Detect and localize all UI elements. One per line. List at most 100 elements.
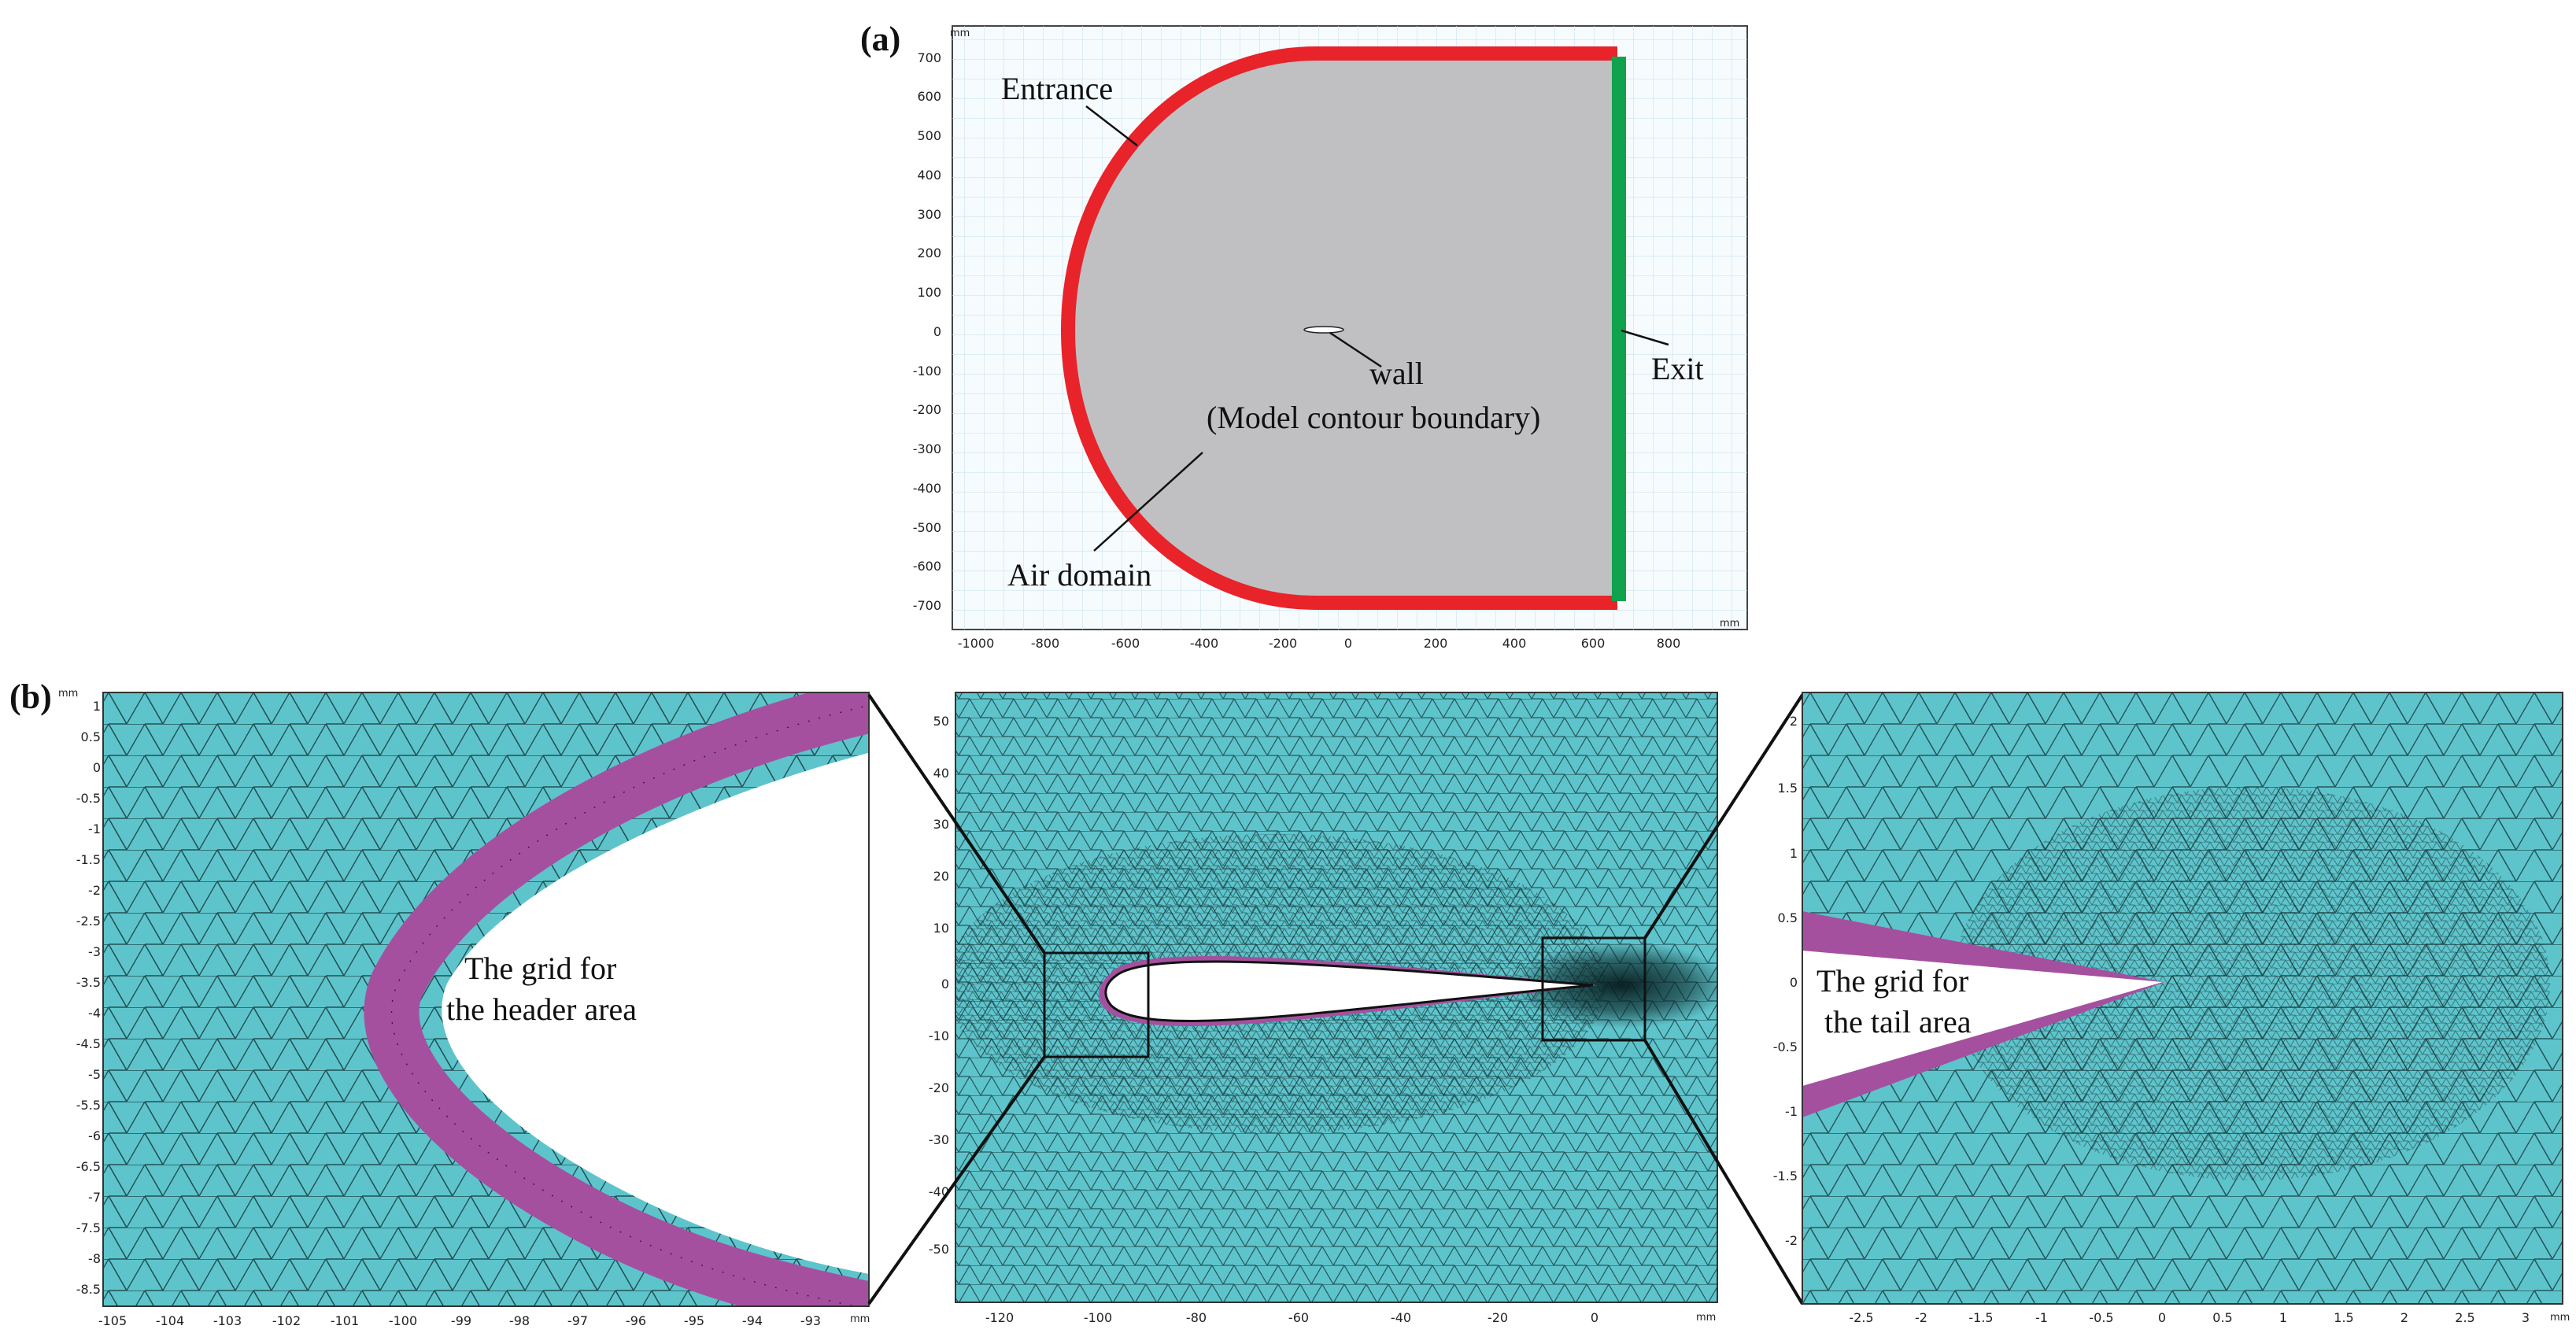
left-caption-line2: the header area: [446, 991, 637, 1027]
left-x-neg101: -101: [331, 1313, 359, 1328]
left-y-neg7: -7: [88, 1190, 101, 1205]
entrance-label: Entrance: [1001, 71, 1113, 106]
left-y-neg5.5: -5.5: [76, 1098, 101, 1113]
left-y-0.5: 0.5: [81, 729, 101, 744]
middle-y-axis: 50 40 30 20 10 0 -10 -20 -30 -40 -50: [929, 714, 949, 1257]
connector-header-top: [867, 693, 1046, 955]
left-y-axis: 1 0.5 0 -0.5 -1 -1.5 -2 -2.5 -3 -3.5 -4 …: [76, 699, 101, 1297]
left-y-neg6: -6: [88, 1128, 101, 1143]
mid-y-neg50: -50: [929, 1242, 949, 1257]
connector-header-bottom: [867, 1055, 1046, 1305]
right-y-2: 2: [1790, 714, 1798, 729]
left-airfoil-interior: [442, 752, 869, 1274]
left-y-neg0.5: -0.5: [76, 791, 101, 806]
left-y-neg2: -2: [88, 883, 101, 898]
x-tick-neg200: -200: [1269, 636, 1297, 651]
mid-x-neg40: -40: [1391, 1310, 1411, 1325]
mid-y-30: 30: [933, 817, 949, 832]
middle-airfoil: [1104, 960, 1594, 1022]
left-y-neg6.5: -6.5: [76, 1159, 101, 1174]
x-tick-neg800: -800: [1031, 636, 1059, 651]
air-domain-label: Air domain: [1007, 557, 1151, 593]
left-y-neg4.5: -4.5: [76, 1036, 101, 1051]
panel-a: (a) mm mm 700 600 500 400 300 200 100 0 …: [860, 20, 1748, 651]
right-x-neg1.5: -1.5: [1968, 1310, 1993, 1325]
left-y-neg7.5: -7.5: [76, 1220, 101, 1235]
x-tick-800: 800: [1657, 636, 1681, 651]
wall-label: wall: [1369, 356, 1424, 391]
left-y-neg8.5: -8.5: [76, 1282, 101, 1297]
middle-x-axis: -120 -100 -80 -60 -40 -20 0: [985, 1310, 1598, 1325]
left-x-neg100: -100: [389, 1313, 417, 1328]
y-tick-200: 200: [917, 246, 941, 260]
y-tick-neg600: -600: [913, 559, 941, 574]
panel-a-label: (a): [860, 20, 900, 58]
entrance-boundary: [1060, 46, 1617, 610]
left-x-neg98: -98: [509, 1313, 530, 1328]
middle-wake-mesh: [1511, 942, 1717, 1028]
right-refined-mesh: [1952, 787, 2550, 1180]
y-tick-neg100: -100: [913, 364, 941, 378]
x-tick-0: 0: [1344, 636, 1352, 651]
right-x-1: 1: [2279, 1310, 2287, 1325]
wall-sub-label: (Model contour boundary): [1207, 400, 1540, 435]
left-unit-top: mm: [58, 688, 78, 700]
zoom-connectors: [867, 693, 1804, 1305]
wall-leader: [1329, 331, 1382, 368]
x-tick-neg400: -400: [1190, 636, 1218, 651]
mid-x-0: 0: [1591, 1310, 1598, 1325]
y-tick-neg700: -700: [913, 598, 941, 613]
left-x-neg95: -95: [684, 1313, 704, 1328]
right-x-neg0.5: -0.5: [2089, 1310, 2113, 1325]
left-x-neg105: -105: [98, 1313, 127, 1328]
left-x-neg94: -94: [742, 1313, 763, 1328]
right-y-neg0.5: -0.5: [1773, 1039, 1798, 1054]
air-domain-shape: [1068, 54, 1617, 603]
panel-a-x-axis: -1000 -800 -600 -400 -200 0 200 400 600 …: [958, 636, 1681, 651]
panel-b-right: 2 1.5 1 0.5 0 -0.5 -1 -1.5 -2 -2.5 -2 -1…: [1773, 692, 2570, 1325]
right-x-0.5: 0.5: [2212, 1310, 2232, 1325]
left-y-neg1.5: -1.5: [76, 852, 101, 867]
middle-tail-zoom-box: [1541, 936, 1646, 1042]
left-y-neg2.5: -2.5: [76, 914, 101, 929]
middle-unit-bottom: mm: [1696, 1312, 1716, 1324]
mid-x-neg100: -100: [1084, 1310, 1112, 1325]
right-y-neg2: -2: [1785, 1233, 1798, 1248]
connector-tail-bottom: [1643, 1039, 1804, 1305]
mid-y-20: 20: [933, 869, 949, 884]
panel-b: (b) mm 1 0.5 0 -0.5 -1 -1.5 -2 -2.5 -3: [9, 678, 2570, 1328]
mid-y-40: 40: [933, 766, 949, 781]
left-y-neg3.5: -3.5: [76, 975, 101, 990]
right-x-neg1: -1: [2035, 1310, 2048, 1325]
left-frame: [102, 692, 870, 1307]
right-x-axis: -2.5 -2 -1.5 -1 -0.5 0 0.5 1 1.5 2 2.5 3: [1849, 1310, 2530, 1325]
left-unit-bottom: mm: [850, 1313, 870, 1325]
mid-x-neg20: -20: [1488, 1310, 1508, 1325]
air-domain-leader: [1093, 452, 1203, 552]
left-y-1: 1: [93, 699, 101, 714]
x-tick-400: 400: [1502, 636, 1527, 651]
panel-a-unit-top: mm: [950, 28, 970, 39]
right-airfoil-interior: [1802, 951, 2163, 1086]
left-x-neg96: -96: [626, 1313, 646, 1328]
mid-y-neg20: -20: [929, 1080, 949, 1095]
x-tick-600: 600: [1581, 636, 1606, 651]
y-tick-100: 100: [917, 285, 941, 300]
right-x-neg2: -2: [1915, 1310, 1927, 1325]
right-x-1.5: 1.5: [2334, 1310, 2353, 1325]
middle-frame: [955, 692, 1718, 1303]
left-x-neg102: -102: [272, 1313, 301, 1328]
exit-boundary: [1612, 57, 1626, 601]
right-x-0: 0: [2158, 1310, 2166, 1325]
y-tick-700: 700: [917, 50, 941, 65]
mid-y-0: 0: [941, 977, 949, 991]
right-x-2: 2: [2400, 1310, 2408, 1325]
exit-label: Exit: [1651, 351, 1704, 386]
right-frame: [1802, 692, 2563, 1305]
left-x-axis: -105 -104 -103 -102 -101 -100 -99 -98 -9…: [98, 1313, 821, 1328]
right-y-1: 1: [1790, 846, 1798, 861]
left-y-neg5: -5: [88, 1067, 101, 1082]
right-x-2.5: 2.5: [2455, 1310, 2474, 1325]
mid-y-10: 10: [933, 921, 949, 936]
entrance-leader: [1085, 105, 1138, 146]
